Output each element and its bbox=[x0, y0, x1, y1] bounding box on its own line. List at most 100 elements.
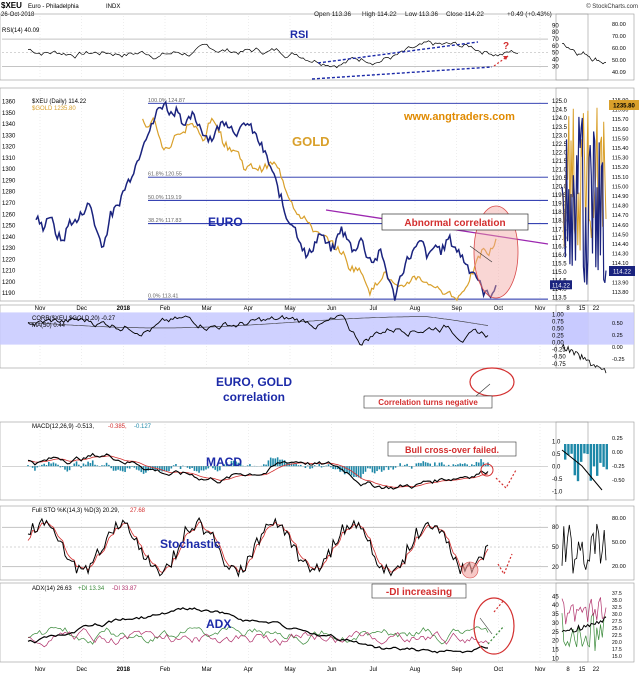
adx-tick-label: 15 bbox=[552, 648, 559, 654]
euro-last-value: 114.22 bbox=[552, 283, 571, 289]
rsi-tick-label: 60 bbox=[552, 44, 559, 50]
sto-weekly-tick: 50.00 bbox=[612, 540, 626, 546]
gold-axis-label: 1260 bbox=[2, 212, 16, 218]
macd-weekly-bar bbox=[592, 444, 596, 467]
header-close: Close 114.22 bbox=[446, 11, 484, 18]
x-tick-label: Nov bbox=[535, 667, 546, 673]
gold-axis-label: 1220 bbox=[2, 257, 16, 263]
corr-ma-legend: MA(50) 0.44 bbox=[32, 323, 66, 329]
adx-weekly-tick: 37.5 bbox=[612, 591, 622, 597]
corr-ma-line bbox=[27, 316, 489, 329]
rsi-red-arrowhead bbox=[503, 56, 508, 60]
price-weekly-tick: 113.80 bbox=[612, 290, 628, 296]
corr-title-2: correlation bbox=[223, 390, 285, 404]
corr-title: EURO, GOLD bbox=[216, 375, 292, 389]
x-tick-label: Dec bbox=[76, 667, 87, 673]
header-high: High 114.22 bbox=[362, 11, 397, 18]
abnormal-box bbox=[381, 213, 529, 231]
rsi-weekly-tick: 80.00 bbox=[612, 22, 626, 28]
price-weekly-tick: 115.20 bbox=[612, 165, 628, 171]
euro-axis-label: 123.5 bbox=[552, 125, 568, 131]
gold-axis-label: 1240 bbox=[2, 235, 16, 241]
rsi-weekly-tick: 60.00 bbox=[612, 46, 626, 52]
sto-weekly-frame bbox=[555, 505, 635, 581]
website-annotation: www.angtraders.com bbox=[403, 111, 515, 123]
price-weekly-tick: 115.50 bbox=[612, 136, 628, 142]
rsi-weekly-line bbox=[561, 43, 606, 65]
adx-weekly-frame bbox=[555, 582, 635, 663]
header-name: Euro - Philadelphia bbox=[28, 4, 79, 10]
gold-axis-label: 1190 bbox=[2, 291, 16, 297]
macd-weekly-bar bbox=[564, 444, 567, 460]
corr-tick-label: 0.25 bbox=[552, 334, 564, 340]
rsi-frame bbox=[0, 13, 589, 81]
corr-weekly-band bbox=[556, 312, 634, 345]
adx-weekly-tick: 35.0 bbox=[612, 598, 622, 604]
price-weekly-tick: 114.90 bbox=[612, 194, 628, 200]
macd-weekly-tick: 0.00 bbox=[612, 450, 623, 456]
macd-weekly-bar bbox=[602, 444, 605, 467]
corr-ellipse bbox=[469, 367, 515, 397]
adx-weekly-tick: 30.0 bbox=[612, 612, 622, 618]
rsi-tick-label: 30 bbox=[552, 64, 559, 70]
gold-axis-label: 1360 bbox=[2, 100, 16, 106]
x-tick-label: May bbox=[284, 306, 295, 312]
macd-legend-c: -0.127 bbox=[134, 424, 152, 430]
adx-weekly-tick: 15.0 bbox=[612, 654, 622, 660]
header-change: +0.49 (+0.43%) bbox=[507, 11, 552, 18]
sto-weekly-tick: 80.00 bbox=[612, 516, 626, 522]
euro-line bbox=[35, 100, 497, 301]
adx-tick-label: 30 bbox=[552, 621, 559, 627]
sto-tick-label: 50 bbox=[552, 545, 559, 551]
x-tick-label: Jun bbox=[327, 306, 337, 312]
euro-axis-label: 116.0 bbox=[552, 253, 567, 259]
gold-axis-label: 1290 bbox=[2, 178, 16, 184]
gold-axis-label: 1310 bbox=[2, 156, 16, 162]
rsi-tick-label: 80 bbox=[552, 30, 559, 36]
macd-tick-label: 0.5 bbox=[552, 452, 561, 458]
x-tick-label: Oct bbox=[494, 667, 504, 673]
adx-weekly-tick: 27.5 bbox=[612, 619, 622, 625]
euro-annotation: EURO bbox=[208, 215, 243, 229]
abnormal-annotation: Abnormal correlation bbox=[404, 218, 505, 229]
x-tick-label: Jun bbox=[327, 667, 337, 673]
macd-weekly-bar bbox=[589, 444, 592, 481]
adx-green-arrow bbox=[487, 625, 505, 645]
adx-tick-label: 40 bbox=[552, 603, 559, 609]
x-tick-label: Nov bbox=[35, 306, 46, 312]
price-weekly-tick: 114.80 bbox=[612, 204, 628, 210]
header-open: Open 113.36 bbox=[314, 11, 351, 18]
sto-tick-label: 80 bbox=[552, 525, 559, 531]
adx-tick-label: 25 bbox=[552, 630, 559, 636]
x-tick-label: 2018 bbox=[117, 667, 131, 673]
header-date: 26-Oct-2018 bbox=[1, 12, 35, 18]
adx-frame bbox=[0, 582, 589, 663]
gold-axis-label: 1340 bbox=[2, 122, 16, 128]
euro-weekly-last: 114.22 bbox=[613, 270, 632, 276]
x-tick-label: Apr bbox=[244, 667, 253, 673]
x-tick-label: Dec bbox=[76, 306, 87, 312]
corr-tick-label: -0.50 bbox=[552, 355, 566, 361]
header-symbol: $XEU bbox=[1, 1, 22, 10]
corr-weekly-line bbox=[561, 343, 607, 374]
euro-axis-label: 122.5 bbox=[552, 142, 568, 148]
euro-axis-label: 125.0 bbox=[552, 99, 568, 105]
fib-label: 50.0% 119.19 bbox=[148, 195, 182, 201]
euro-axis-label: 113.5 bbox=[552, 296, 567, 302]
x-tick-label: Apr bbox=[244, 306, 253, 312]
x-tick-label: 2018 bbox=[117, 306, 131, 312]
gold-axis-label: 1270 bbox=[2, 201, 16, 207]
euro-weekly-line bbox=[561, 116, 607, 285]
x-tick-label: May bbox=[284, 667, 295, 673]
sto-tick-label: 20 bbox=[552, 565, 559, 571]
corr-line bbox=[27, 314, 489, 346]
rsi-question-mark: ? bbox=[503, 41, 509, 52]
header-brand: © StockCharts.com bbox=[586, 3, 638, 10]
fib-label: 38.2% 117.83 bbox=[148, 218, 182, 224]
euro-axis-label: 118.0 bbox=[552, 219, 567, 225]
sto-weekly-tick: 20.00 bbox=[612, 564, 626, 570]
adx-weekly-tick: 17.5 bbox=[612, 647, 622, 653]
sto-weekly-line bbox=[561, 523, 607, 574]
adx-weekly-tick: 20.0 bbox=[612, 640, 622, 646]
